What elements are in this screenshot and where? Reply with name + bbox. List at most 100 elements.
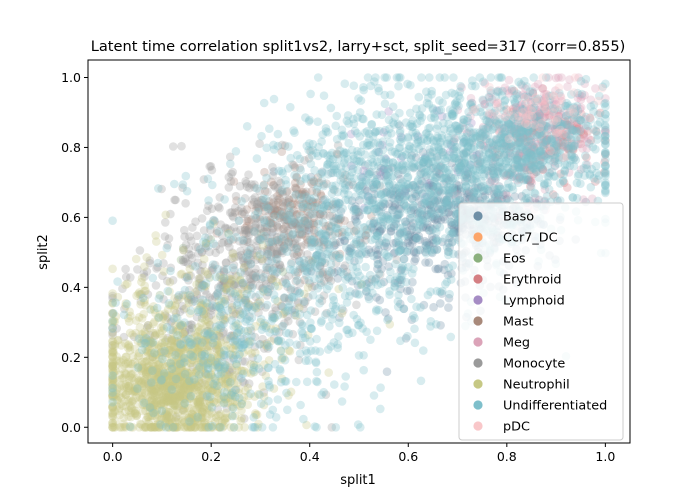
data-point xyxy=(434,264,443,273)
data-point xyxy=(412,226,422,235)
data-point xyxy=(420,212,429,221)
data-point xyxy=(360,161,370,170)
data-point xyxy=(524,129,533,138)
data-point xyxy=(270,282,280,291)
data-point xyxy=(501,123,511,132)
data-point xyxy=(320,277,329,286)
data-point xyxy=(340,79,350,88)
data-point xyxy=(549,111,558,120)
data-point xyxy=(225,208,235,217)
data-point xyxy=(357,157,366,167)
data-point xyxy=(143,321,153,330)
data-point xyxy=(308,256,317,265)
data-point xyxy=(450,220,460,229)
data-point xyxy=(259,227,269,237)
data-point xyxy=(276,301,286,311)
data-point xyxy=(429,195,439,205)
data-point xyxy=(267,219,276,228)
data-point xyxy=(142,253,151,262)
data-point xyxy=(216,220,225,229)
data-point xyxy=(538,121,547,130)
data-point xyxy=(541,100,550,109)
data-point xyxy=(188,223,197,232)
data-point xyxy=(538,164,548,174)
data-point xyxy=(515,102,524,111)
data-point xyxy=(473,183,483,192)
data-point xyxy=(427,206,436,216)
data-point xyxy=(195,278,204,288)
data-point xyxy=(410,232,419,241)
data-point xyxy=(479,96,488,105)
data-point xyxy=(220,297,229,306)
data-point xyxy=(379,165,388,174)
data-point xyxy=(269,167,279,176)
data-point xyxy=(492,135,502,144)
data-point xyxy=(451,163,461,173)
data-point xyxy=(449,200,459,210)
data-point xyxy=(238,235,247,245)
data-point xyxy=(292,210,301,220)
data-point xyxy=(282,187,291,197)
data-point xyxy=(219,311,228,320)
data-point xyxy=(238,253,248,263)
data-point xyxy=(344,246,354,256)
data-point xyxy=(417,176,426,186)
data-point xyxy=(535,130,544,140)
data-point xyxy=(299,263,308,273)
data-point xyxy=(263,187,272,197)
data-point xyxy=(538,121,548,130)
data-point xyxy=(303,250,312,259)
data-point xyxy=(384,164,393,174)
data-point xyxy=(435,162,445,172)
data-point xyxy=(467,193,477,203)
data-point xyxy=(236,275,245,285)
data-point xyxy=(201,335,210,345)
data-point xyxy=(260,206,270,216)
data-point xyxy=(426,180,436,190)
data-point xyxy=(282,215,292,225)
data-point xyxy=(358,114,367,123)
data-point xyxy=(212,344,221,353)
data-point xyxy=(490,156,500,165)
data-point xyxy=(364,278,374,287)
data-point xyxy=(307,202,317,211)
data-point xyxy=(406,155,416,164)
data-point xyxy=(256,198,265,208)
series-eos xyxy=(108,229,366,410)
data-point xyxy=(170,195,179,205)
data-point xyxy=(186,271,196,281)
data-point xyxy=(300,259,309,268)
data-point xyxy=(372,228,382,238)
data-point xyxy=(221,285,231,295)
data-point xyxy=(358,172,368,182)
data-point xyxy=(415,170,425,179)
data-point xyxy=(449,150,459,160)
data-point xyxy=(419,300,429,310)
data-point xyxy=(316,209,325,219)
data-point xyxy=(260,202,269,212)
data-point xyxy=(139,336,149,345)
data-point xyxy=(379,164,389,174)
data-point xyxy=(512,155,522,164)
data-point xyxy=(563,183,572,192)
data-point xyxy=(432,153,442,162)
data-point xyxy=(287,306,297,315)
data-point xyxy=(203,269,212,279)
data-point xyxy=(412,234,421,243)
data-point xyxy=(570,153,579,162)
data-point xyxy=(569,114,579,123)
data-point xyxy=(140,262,149,271)
data-point xyxy=(126,273,135,282)
data-point xyxy=(399,304,409,314)
data-point xyxy=(166,318,175,327)
data-point xyxy=(451,133,461,143)
data-point xyxy=(263,247,272,256)
data-point xyxy=(451,193,461,203)
data-point xyxy=(397,265,407,274)
data-point xyxy=(446,332,456,342)
data-point xyxy=(403,172,413,182)
data-point xyxy=(543,135,552,144)
data-point xyxy=(272,232,282,242)
data-point xyxy=(501,140,511,149)
data-point xyxy=(408,235,418,245)
